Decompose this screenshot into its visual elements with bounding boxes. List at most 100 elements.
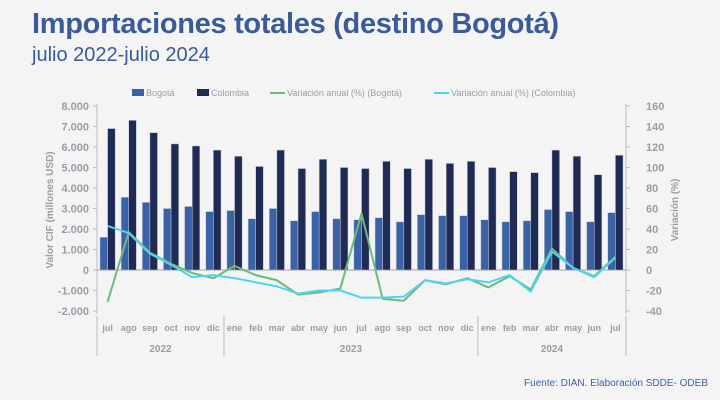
x-tick-label: sep [142, 323, 158, 333]
bar-colombia [445, 163, 455, 271]
legend-label: Variación anual (%) (Colombia) [451, 88, 575, 98]
bar-colombia [318, 159, 328, 271]
y2-tick-label: 160 [646, 101, 664, 113]
bar-colombia [551, 149, 560, 271]
x-tick-label: ago [375, 323, 392, 333]
y-tick-label: 0 [83, 265, 89, 277]
bar-bogota [247, 218, 256, 271]
source-note: Fuente: DIAN. Elaboración SDDE- ODEB [524, 378, 708, 389]
y-tick-label: -2.000 [58, 306, 89, 318]
x-tick-label: abr [291, 323, 306, 333]
bars [99, 120, 624, 271]
y-tick-label: 8.000 [61, 101, 89, 113]
bar-colombia [509, 171, 518, 271]
y-tick-label: 1.000 [61, 245, 89, 257]
bar-bogota [184, 206, 193, 271]
x-tick-label: nov [438, 323, 454, 333]
bar-colombia [382, 161, 391, 271]
bar-bogota [522, 220, 532, 271]
legend-label: Colombia [211, 88, 249, 98]
x-tick-label: jul [355, 323, 367, 333]
y-tick-label: 4.000 [61, 183, 89, 195]
legend-swatch [197, 89, 209, 96]
bar-colombia [149, 132, 158, 271]
bar-bogota [459, 215, 468, 271]
x-tick-label: nov [184, 323, 200, 333]
year-label: 2023 [340, 344, 363, 355]
bar-colombia [361, 168, 370, 271]
bar-bogota [417, 214, 426, 271]
y2-tick-label: 120 [646, 142, 664, 154]
bar-colombia [424, 159, 433, 271]
x-tick-label: oct [418, 323, 432, 333]
x-tick-label: jun [587, 323, 602, 333]
x-tick-label: oct [164, 323, 178, 333]
bar-colombia [488, 167, 497, 271]
bar-colombia [107, 128, 116, 271]
y-axis-label: Valor CIF (millones USD) [45, 151, 56, 268]
x-axis: jul ago sep oct nov dic ene feb mar abr may jun jul a… [96, 316, 627, 356]
y2-tick-label: 60 [646, 204, 658, 216]
x-tick-label: mar [523, 323, 540, 333]
bar-bogota [205, 211, 214, 271]
x-tick-label: dic [207, 323, 220, 333]
x-tick-label: ago [121, 323, 138, 333]
y2-tick-label: 20 [646, 245, 658, 257]
bar-colombia [403, 168, 412, 271]
x-tick-label: abr [545, 323, 560, 333]
bar-bogota [438, 215, 447, 271]
x-tick-label: ene [227, 323, 243, 333]
bar-bogota [99, 236, 108, 271]
y2-tick-label: 140 [646, 122, 664, 134]
y-tick-label: -1.000 [58, 286, 89, 298]
bar-bogota [395, 221, 405, 271]
x-tick-label: jul [101, 323, 113, 333]
legend-label: Bogotá [146, 88, 175, 98]
x-tick-label: ene [481, 323, 497, 333]
line-variacion-colombia [107, 224, 617, 299]
bar-colombia [213, 149, 222, 271]
bar-colombia [572, 155, 581, 271]
y2-tick-label: 0 [646, 265, 652, 277]
legend: Bogotá Colombia Variación anual (%) (Bogot… [132, 88, 575, 98]
bar-bogota [226, 210, 235, 271]
bar-colombia [170, 143, 179, 271]
bar-bogota [142, 202, 151, 271]
y2-tick-label: 100 [646, 163, 664, 175]
bar-colombia [191, 145, 201, 271]
year-label: 2022 [149, 344, 172, 355]
bar-colombia [276, 149, 285, 271]
bar-colombia [340, 167, 349, 271]
year-label: 2024 [541, 344, 564, 355]
bar-colombia [530, 172, 539, 271]
y2-axis-label: Variación (%) [670, 179, 681, 242]
y2-tick-label: -20 [646, 286, 662, 298]
y2-tick-label: 40 [646, 224, 658, 236]
bar-colombia [467, 161, 476, 271]
bar-colombia [255, 166, 264, 271]
x-tick-label: sep [396, 323, 412, 333]
bar-bogota [332, 218, 341, 271]
x-tick-label: feb [249, 323, 263, 333]
bar-colombia [297, 168, 306, 271]
chart-title: Importaciones totales (destino Bogotá) [32, 8, 559, 40]
bar-colombia [594, 174, 603, 271]
y-tick-label: 6.000 [61, 142, 89, 154]
legend-label: Variación anual (%) (Bogotá) [287, 88, 402, 98]
bar-bogota [311, 211, 320, 271]
bar-bogota [268, 208, 278, 271]
y-tick-label: 3.000 [61, 204, 89, 216]
x-tick-label: jul [609, 323, 621, 333]
x-tick-label: dic [461, 323, 474, 333]
x-tick-label: mar [269, 323, 286, 333]
legend-swatch [132, 89, 144, 96]
y-tick-label: 7.000 [61, 122, 89, 134]
bar-bogota [480, 219, 489, 271]
lines [106, 212, 617, 303]
y-tick-label: 2.000 [61, 224, 89, 236]
bar-colombia [128, 120, 137, 271]
bar-bogota [501, 221, 510, 271]
bar-bogota [290, 220, 299, 271]
y2-tick-label: -40 [646, 306, 662, 318]
